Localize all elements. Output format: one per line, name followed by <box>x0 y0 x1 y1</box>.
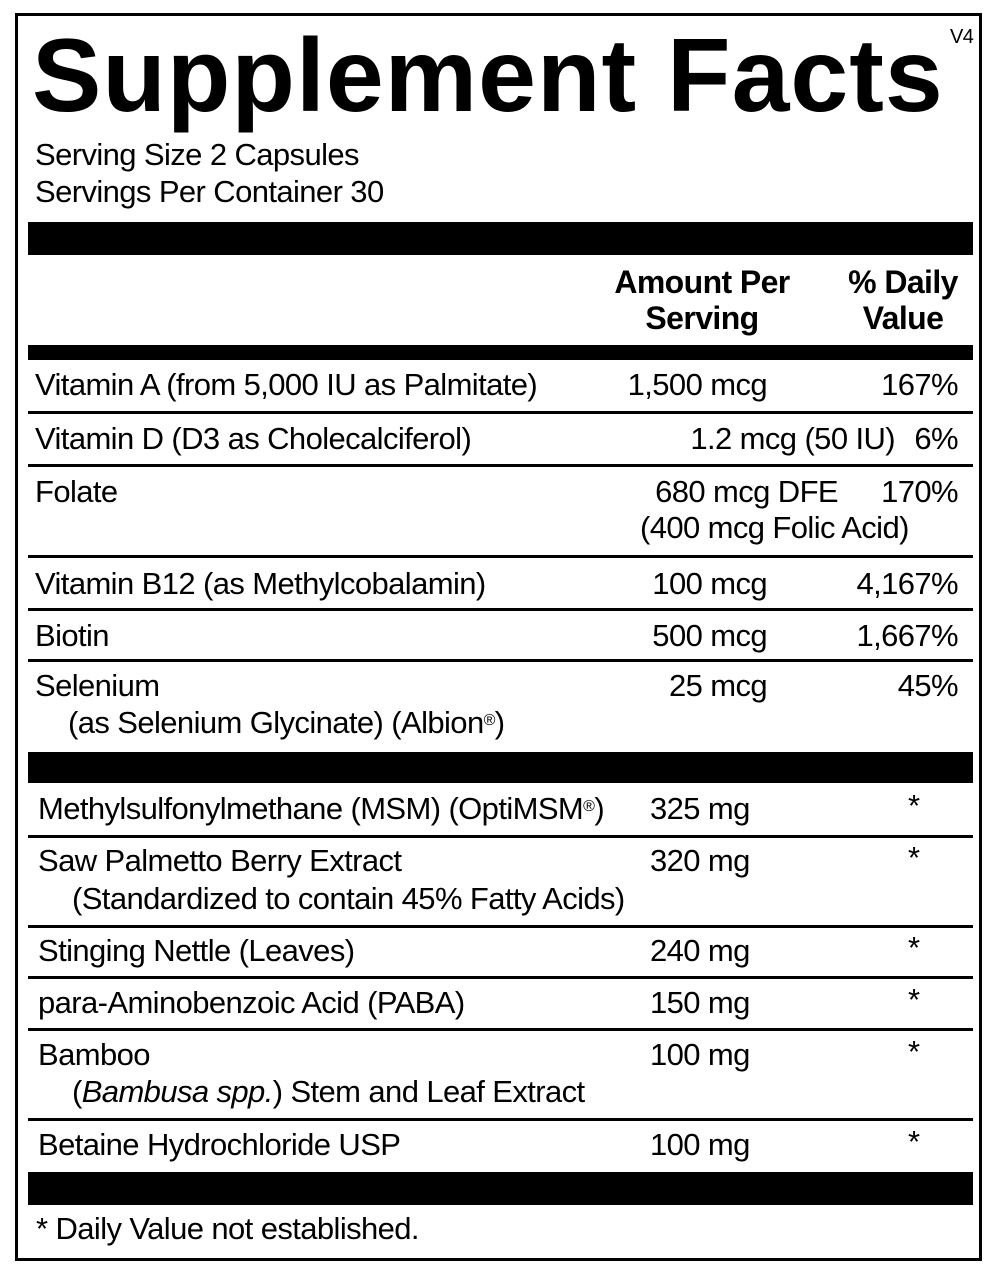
version-label: V4 <box>950 26 974 48</box>
nutrient-name: Biotin <box>35 618 110 653</box>
nutrient-amount: 680 mcg DFE <box>655 474 839 509</box>
nutrient-dv: 170% <box>881 474 958 509</box>
ingredient-source: (Standardized to contain 45% Fatty Acids… <box>72 881 625 916</box>
footnote: * Daily Value not established. <box>36 1211 420 1246</box>
divider-bar <box>28 345 973 360</box>
divider-bar <box>28 752 973 783</box>
ingredient-name: para-Aminobenzoic Acid (PABA) <box>38 985 465 1020</box>
header-amount: Amount Per Serving <box>614 264 790 336</box>
ingredient-amount: 100 mg <box>650 1127 750 1162</box>
nutrient-amount: 1,500 mcg <box>627 367 768 402</box>
ingredient-amount: 150 mg <box>650 985 750 1020</box>
ingredient-dv: * <box>908 1124 920 1159</box>
row-divider <box>28 1118 973 1121</box>
header-daily-value: % Daily Value <box>848 264 958 336</box>
serving-size: Serving Size 2 Capsules <box>35 137 360 172</box>
row-divider <box>28 659 973 662</box>
row-divider <box>28 1028 973 1031</box>
ingredient-name: Stinging Nettle (Leaves) <box>38 933 355 968</box>
nutrient-amount: 100 mcg <box>652 566 767 601</box>
ingredient-dv: * <box>908 1034 920 1069</box>
ingredient-dv: * <box>908 788 920 823</box>
ingredient-dv: * <box>908 840 920 875</box>
label-title: Supplement Facts <box>32 18 944 134</box>
ingredient-amount: 325 mg <box>650 791 750 826</box>
label-border <box>15 13 982 1261</box>
nutrient-dv: 167% <box>881 367 958 402</box>
ingredient-amount: 240 mg <box>650 933 750 968</box>
ingredient-amount: 100 mg <box>650 1037 750 1072</box>
nutrient-amount: 25 mcg <box>668 668 768 703</box>
nutrient-dv: 6% <box>914 421 958 456</box>
ingredient-source: (Bambusa spp.) Stem and Leaf Extract <box>72 1074 585 1109</box>
ingredient-amount: 320 mg <box>650 843 750 878</box>
divider-bar <box>28 222 973 255</box>
nutrient-name: Vitamin B12 (as Methylcobalamin) <box>35 566 486 601</box>
ingredient-dv: * <box>908 930 920 965</box>
nutrient-name: Folate <box>35 474 118 509</box>
nutrient-name: Vitamin D (D3 as Cholecalciferol) <box>35 421 472 456</box>
ingredient-dv: * <box>908 982 920 1017</box>
row-divider <box>28 835 973 838</box>
ingredient-name: Methylsulfonylmethane (MSM) (OptiMSM®) <box>38 791 605 826</box>
ingredient-name: Bamboo <box>38 1037 150 1072</box>
nutrient-amount-sub: (400 mcg Folic Acid) <box>640 510 909 545</box>
row-divider <box>28 555 973 558</box>
row-divider <box>28 464 973 467</box>
row-divider <box>28 976 973 979</box>
servings-per-container: Servings Per Container 30 <box>35 174 384 209</box>
nutrient-amount: 500 mcg <box>652 618 767 653</box>
row-divider <box>28 608 973 611</box>
ingredient-name: Saw Palmetto Berry Extract <box>38 843 402 878</box>
nutrient-dv: 45% <box>897 668 959 703</box>
nutrient-name: Vitamin A (from 5,000 IU as Palmitate) <box>35 367 538 402</box>
nutrient-source: (as Selenium Glycinate) (Albion®) <box>68 705 505 740</box>
ingredient-name: Betaine Hydrochloride USP <box>38 1127 401 1162</box>
divider-bar <box>28 1172 973 1205</box>
nutrient-dv: 4,167% <box>856 566 958 601</box>
row-divider <box>28 925 973 928</box>
nutrient-dv: 1,667% <box>856 618 958 653</box>
row-divider <box>28 411 973 414</box>
nutrient-amount: 1.2 mcg (50 IU) <box>690 421 895 456</box>
nutrient-name: Selenium <box>35 668 160 703</box>
